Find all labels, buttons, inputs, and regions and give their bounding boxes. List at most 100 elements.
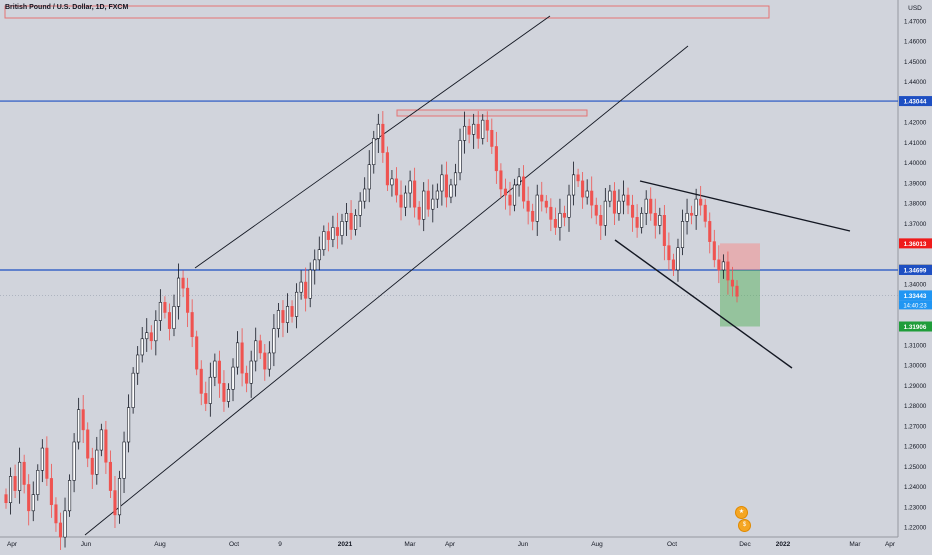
candle-body-139 xyxy=(635,217,639,228)
candle-body-67 xyxy=(308,269,312,299)
candle-body-51 xyxy=(236,342,240,368)
x-tick-label-13: Mar xyxy=(849,541,861,548)
candle-body-147 xyxy=(671,259,675,271)
y-tick-label-2: 1.45000 xyxy=(904,59,927,66)
candle-body-75 xyxy=(344,212,349,222)
candle-body-20 xyxy=(95,449,99,475)
countdown-label: 14:40:23 xyxy=(903,303,927,309)
y-tick-label-20: 1.22000 xyxy=(904,525,927,532)
candle-body-113 xyxy=(517,176,521,186)
candle-body-12 xyxy=(58,522,63,538)
candle-body-99 xyxy=(453,172,458,186)
candle-body-86 xyxy=(394,178,399,196)
price-axis-panel xyxy=(898,0,932,550)
candle-body-26 xyxy=(122,441,126,479)
y-tick-label-17: 1.25000 xyxy=(904,464,927,471)
candle-body-83 xyxy=(381,123,385,153)
candle-body-31 xyxy=(145,332,149,340)
candle-body-90 xyxy=(413,180,417,208)
y-tick-label-10: 1.34000 xyxy=(904,282,927,289)
candle-body-22 xyxy=(104,429,108,463)
countdown-bg xyxy=(899,300,932,310)
top-zone-rect xyxy=(4,5,770,19)
x-tick-label-10: Oct xyxy=(667,541,677,548)
candle-body-132 xyxy=(603,200,607,226)
y-tick-label-7: 1.39000 xyxy=(904,180,927,187)
candle-body-131 xyxy=(599,215,603,226)
candle-body-30 xyxy=(140,338,144,356)
y-tick-label-8: 1.38000 xyxy=(904,201,927,208)
candle-body-53 xyxy=(245,372,249,384)
candle-body-145 xyxy=(662,215,666,246)
candle-body-62 xyxy=(285,306,290,323)
candle-body-123 xyxy=(562,212,567,218)
y-tick-label-1: 1.46000 xyxy=(904,39,927,46)
price-tag-bg-4 xyxy=(899,290,932,301)
candle-body-70 xyxy=(322,231,326,251)
candle-body-155 xyxy=(708,221,712,242)
y-tick-label-3: 1.44000 xyxy=(904,79,927,86)
dividend-icon[interactable]: $ xyxy=(738,519,751,532)
candle-body-138 xyxy=(631,204,635,218)
candle-body-54 xyxy=(249,360,253,384)
candle-body-74 xyxy=(340,221,344,236)
candle-body-49 xyxy=(226,389,231,402)
y-tick-label-19: 1.23000 xyxy=(904,504,927,511)
candle-body-9 xyxy=(45,447,49,479)
candle-body-144 xyxy=(658,215,662,226)
chart-title: British Pound / U.S. Dollar, 1D, FXCM xyxy=(5,4,129,11)
price-tag-bg-3 xyxy=(899,264,932,275)
candle-body-158 xyxy=(721,261,725,271)
candle-body-127 xyxy=(581,180,585,198)
candle-body-68 xyxy=(313,259,317,271)
candle-body-0 xyxy=(4,494,8,504)
candle-body-89 xyxy=(408,180,412,194)
candle-body-146 xyxy=(667,245,671,261)
candle-body-133 xyxy=(608,190,612,202)
candle-body-8 xyxy=(40,447,44,471)
candle-body-63 xyxy=(290,306,294,317)
candle-body-36 xyxy=(167,312,172,329)
x-tick-label-1: Jun xyxy=(81,541,92,548)
candle-body-101 xyxy=(463,125,467,141)
event-icon[interactable]: ★ xyxy=(735,506,748,519)
y-tick-label-18: 1.24000 xyxy=(904,484,927,491)
candle-body-19 xyxy=(90,457,94,475)
candle-body-98 xyxy=(449,184,453,198)
candle-body-82 xyxy=(376,123,380,139)
x-tick-label-0: Apr xyxy=(7,541,18,548)
candle-body-72 xyxy=(331,227,335,240)
candle-body-125 xyxy=(571,174,576,196)
candle-body-102 xyxy=(467,125,471,135)
candle-body-48 xyxy=(222,382,226,402)
candle-body-154 xyxy=(703,204,707,222)
candle-body-105 xyxy=(481,119,485,139)
currency-label: USD xyxy=(908,5,922,12)
y-tick-label-14: 1.28000 xyxy=(904,403,927,410)
candle-body-100 xyxy=(458,140,462,174)
candle-body-10 xyxy=(49,478,53,506)
candle-body-17 xyxy=(81,409,85,431)
y-tick-label-4: 1.42000 xyxy=(904,120,927,127)
candle-body-143 xyxy=(653,212,657,226)
candle-body-47 xyxy=(217,360,221,384)
candle-body-42 xyxy=(195,336,199,370)
price-tag-bg-1 xyxy=(899,238,932,249)
candle-body-117 xyxy=(535,194,539,222)
candle-body-41 xyxy=(190,312,194,338)
candle-body-104 xyxy=(476,123,480,139)
candle-body-110 xyxy=(503,188,507,196)
candle-body-129 xyxy=(590,190,594,206)
candle-body-91 xyxy=(417,206,421,220)
candle-body-33 xyxy=(154,320,158,342)
candle-body-6 xyxy=(31,494,35,512)
candle-body-69 xyxy=(317,249,321,261)
price-tag-label-4: 1.33443 xyxy=(904,293,927,300)
candle-body-142 xyxy=(649,198,653,214)
candle-body-80 xyxy=(367,164,371,190)
candle-body-60 xyxy=(276,310,280,329)
candle-body-56 xyxy=(258,340,262,354)
candle-body-115 xyxy=(526,200,530,212)
